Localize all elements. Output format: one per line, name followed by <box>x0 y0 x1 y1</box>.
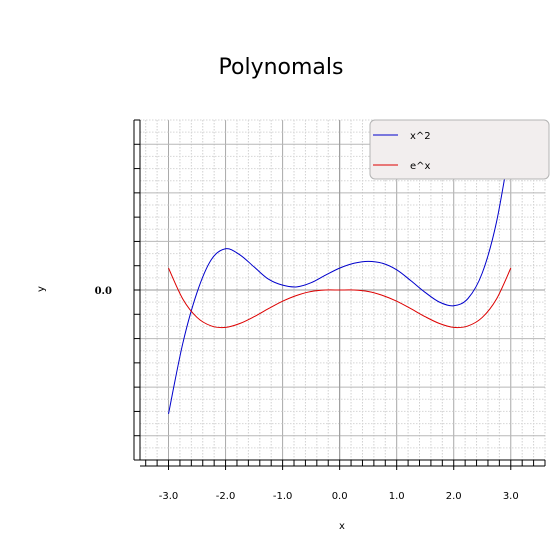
series-layer <box>168 141 512 414</box>
x-axis-label: x <box>339 521 345 532</box>
chart-title: Polynomals <box>219 55 344 80</box>
x-tick-label: -3.0 <box>159 491 179 502</box>
x-tick-label: -2.0 <box>216 491 236 502</box>
y-axis-label: y <box>36 286 47 292</box>
legend-label-x2: x^2 <box>410 131 431 142</box>
legend: x^2 e^x <box>369 119 550 180</box>
x-tick-label: 2.0 <box>446 491 462 502</box>
series-line-x2 <box>168 141 512 414</box>
legend-label-ex: e^x <box>410 161 431 172</box>
tick-labels: -3.0 -2.0 -1.0 0.0 1.0 2.0 3.0 0.0 <box>95 286 519 502</box>
x-tick-label: -1.0 <box>273 491 293 502</box>
chart-axes <box>133 119 546 470</box>
x-tick-label: 1.0 <box>389 491 405 502</box>
x-tick-label: 3.0 <box>503 491 519 502</box>
y-tick-label: 0.0 <box>95 286 112 297</box>
x-tick-label: 0.0 <box>332 491 348 502</box>
series-line-ex <box>168 267 512 329</box>
legend-box <box>369 119 550 180</box>
